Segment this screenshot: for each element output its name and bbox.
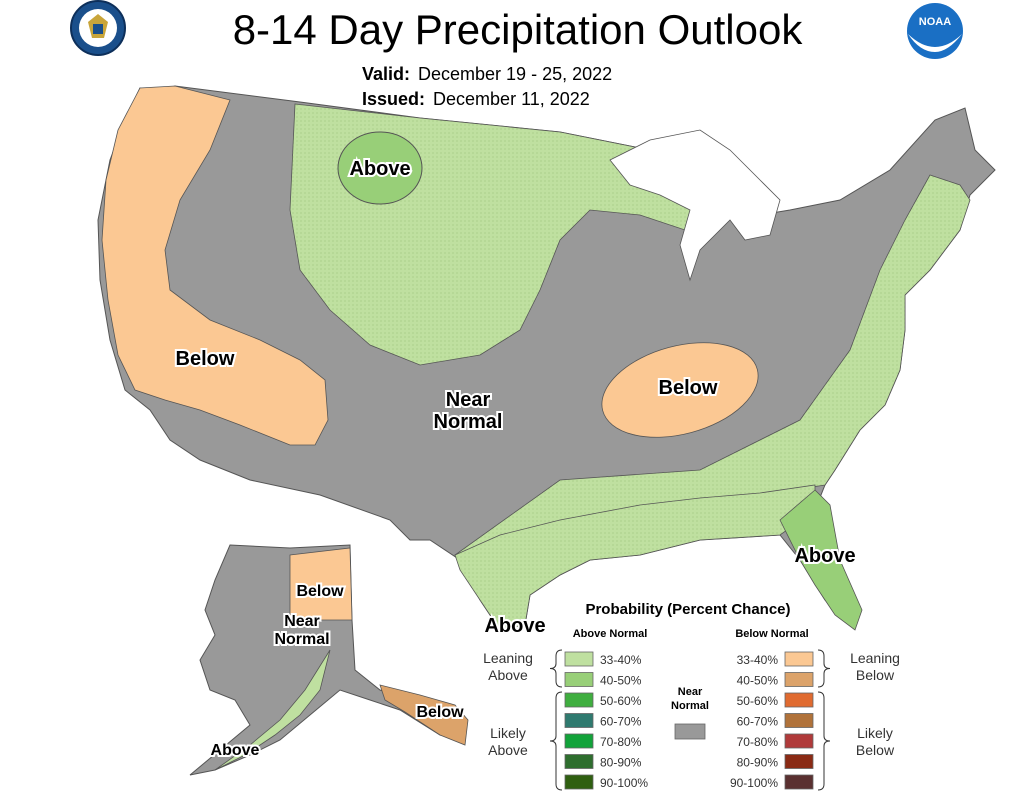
legend-above-swatch [564, 774, 594, 790]
legend-below-range: 70-80% [737, 735, 779, 749]
alaska-panhandle-below-label: Below [416, 704, 464, 721]
legend-above-range: 50-60% [600, 694, 642, 708]
issued-line: Issued: December 11, 2022 [362, 89, 590, 110]
issued-label: Issued: [362, 89, 426, 109]
legend-title: Probability (Percent Chance) [585, 601, 790, 618]
alaska-north-below-label: Below [296, 583, 344, 600]
legend-above-range: 90-100% [600, 776, 648, 790]
alaska-south-above-area [214, 649, 331, 771]
legend-below-swatch [784, 672, 814, 687]
legend-near-normal-swatch [674, 723, 706, 740]
legend-leaning-below-label: Leaning Below [850, 650, 900, 683]
legend-near-normal: Near Normal [671, 686, 709, 740]
alaska-near-normal-label: Near Normal [272, 611, 331, 650]
legend: Probability (Percent Chance) Above Norma… [483, 601, 900, 791]
legend-above-swatch [564, 754, 594, 769]
legend-above-swatch [564, 733, 594, 749]
legend-likely-below-label: Likely Below [856, 725, 895, 758]
west-below-area [101, 85, 329, 446]
legend-below-swatch [784, 733, 814, 749]
legend-brace [817, 691, 831, 791]
legend-below-swatches: 33-40% 40-50% 50-60% 60-70% 70-80% 80-90% 90-1… [730, 651, 814, 790]
legend-near-normal-label: Near Normal [671, 686, 709, 712]
valid-label: Valid: [362, 64, 411, 84]
page-title: 8-14 Day Precipitation Outlook [232, 6, 803, 53]
legend-above-swatch [564, 713, 594, 728]
noaa-logo-text: NOAA [919, 16, 951, 28]
legend-below-swatch [784, 754, 814, 769]
legend-brace [549, 691, 563, 791]
florida-above-label: Above [794, 545, 855, 567]
legend-below-normal-header: Below Normal [735, 628, 808, 640]
ohio-valley-below-label: Below [659, 377, 718, 399]
legend-below-swatch [784, 651, 814, 667]
issued-date: December 11, 2022 [433, 89, 590, 109]
legend-above-range: 80-90% [600, 756, 642, 770]
legend-above-swatch [564, 692, 594, 708]
legend-leaning-above-label: Leaning Above [483, 650, 533, 683]
legend-below-range: 80-90% [737, 756, 779, 770]
legend-below-range: 90-100% [730, 776, 778, 790]
legend-above-swatches: 33-40% 40-50% 50-60% 60-70% 70-80% 80-90% 90-1… [564, 651, 648, 790]
legend-below-range: 40-50% [737, 674, 779, 688]
legend-above-range: 40-50% [600, 674, 642, 688]
legend-likely-above-label: Likely Above [488, 725, 528, 758]
legend-side-labels: Leaning Above Likely Above Leaning Below Likel… [483, 649, 900, 791]
legend-above-swatch [564, 651, 594, 667]
legend-above-range: 60-70% [600, 715, 642, 729]
legend-above-range: 70-80% [600, 735, 642, 749]
legend-above-normal-header: Above Normal [573, 628, 648, 640]
alaska-north-below-area [289, 547, 353, 621]
conus-near-normal-label: Near Normal [432, 387, 505, 435]
legend-below-swatch [784, 713, 814, 728]
legend-brace [817, 649, 831, 688]
legend-above-swatch [564, 672, 594, 687]
alaska-panhandle-below-area [379, 684, 469, 746]
texas-above-label: Above [484, 615, 545, 637]
valid-dates: December 19 - 25, 2022 [418, 64, 613, 84]
legend-brace [549, 649, 563, 688]
noaa-logo: NOAA [907, 3, 963, 59]
doc-seal-logo [70, 0, 126, 56]
legend-below-range: 33-40% [737, 653, 779, 667]
ohio-valley-below-blob [601, 342, 759, 438]
great-lakes [609, 129, 781, 282]
montana-above-blob [337, 131, 423, 205]
near-normal-label-text: Near Normal [434, 389, 503, 433]
legend-below-swatch [784, 774, 814, 790]
florida-above-area [779, 489, 863, 631]
west-below-label: Below [176, 348, 235, 370]
near-normal-label-text: Near Normal [274, 613, 329, 648]
valid-line: Valid: December 19 - 25, 2022 [362, 64, 612, 85]
legend-below-swatch [784, 692, 814, 708]
alaska-south-above-label: Above [211, 742, 260, 759]
legend-below-range: 60-70% [737, 715, 779, 729]
legend-below-range: 50-60% [737, 694, 779, 708]
legend-above-range: 33-40% [600, 653, 642, 667]
montana-above-label: Above [349, 158, 410, 180]
